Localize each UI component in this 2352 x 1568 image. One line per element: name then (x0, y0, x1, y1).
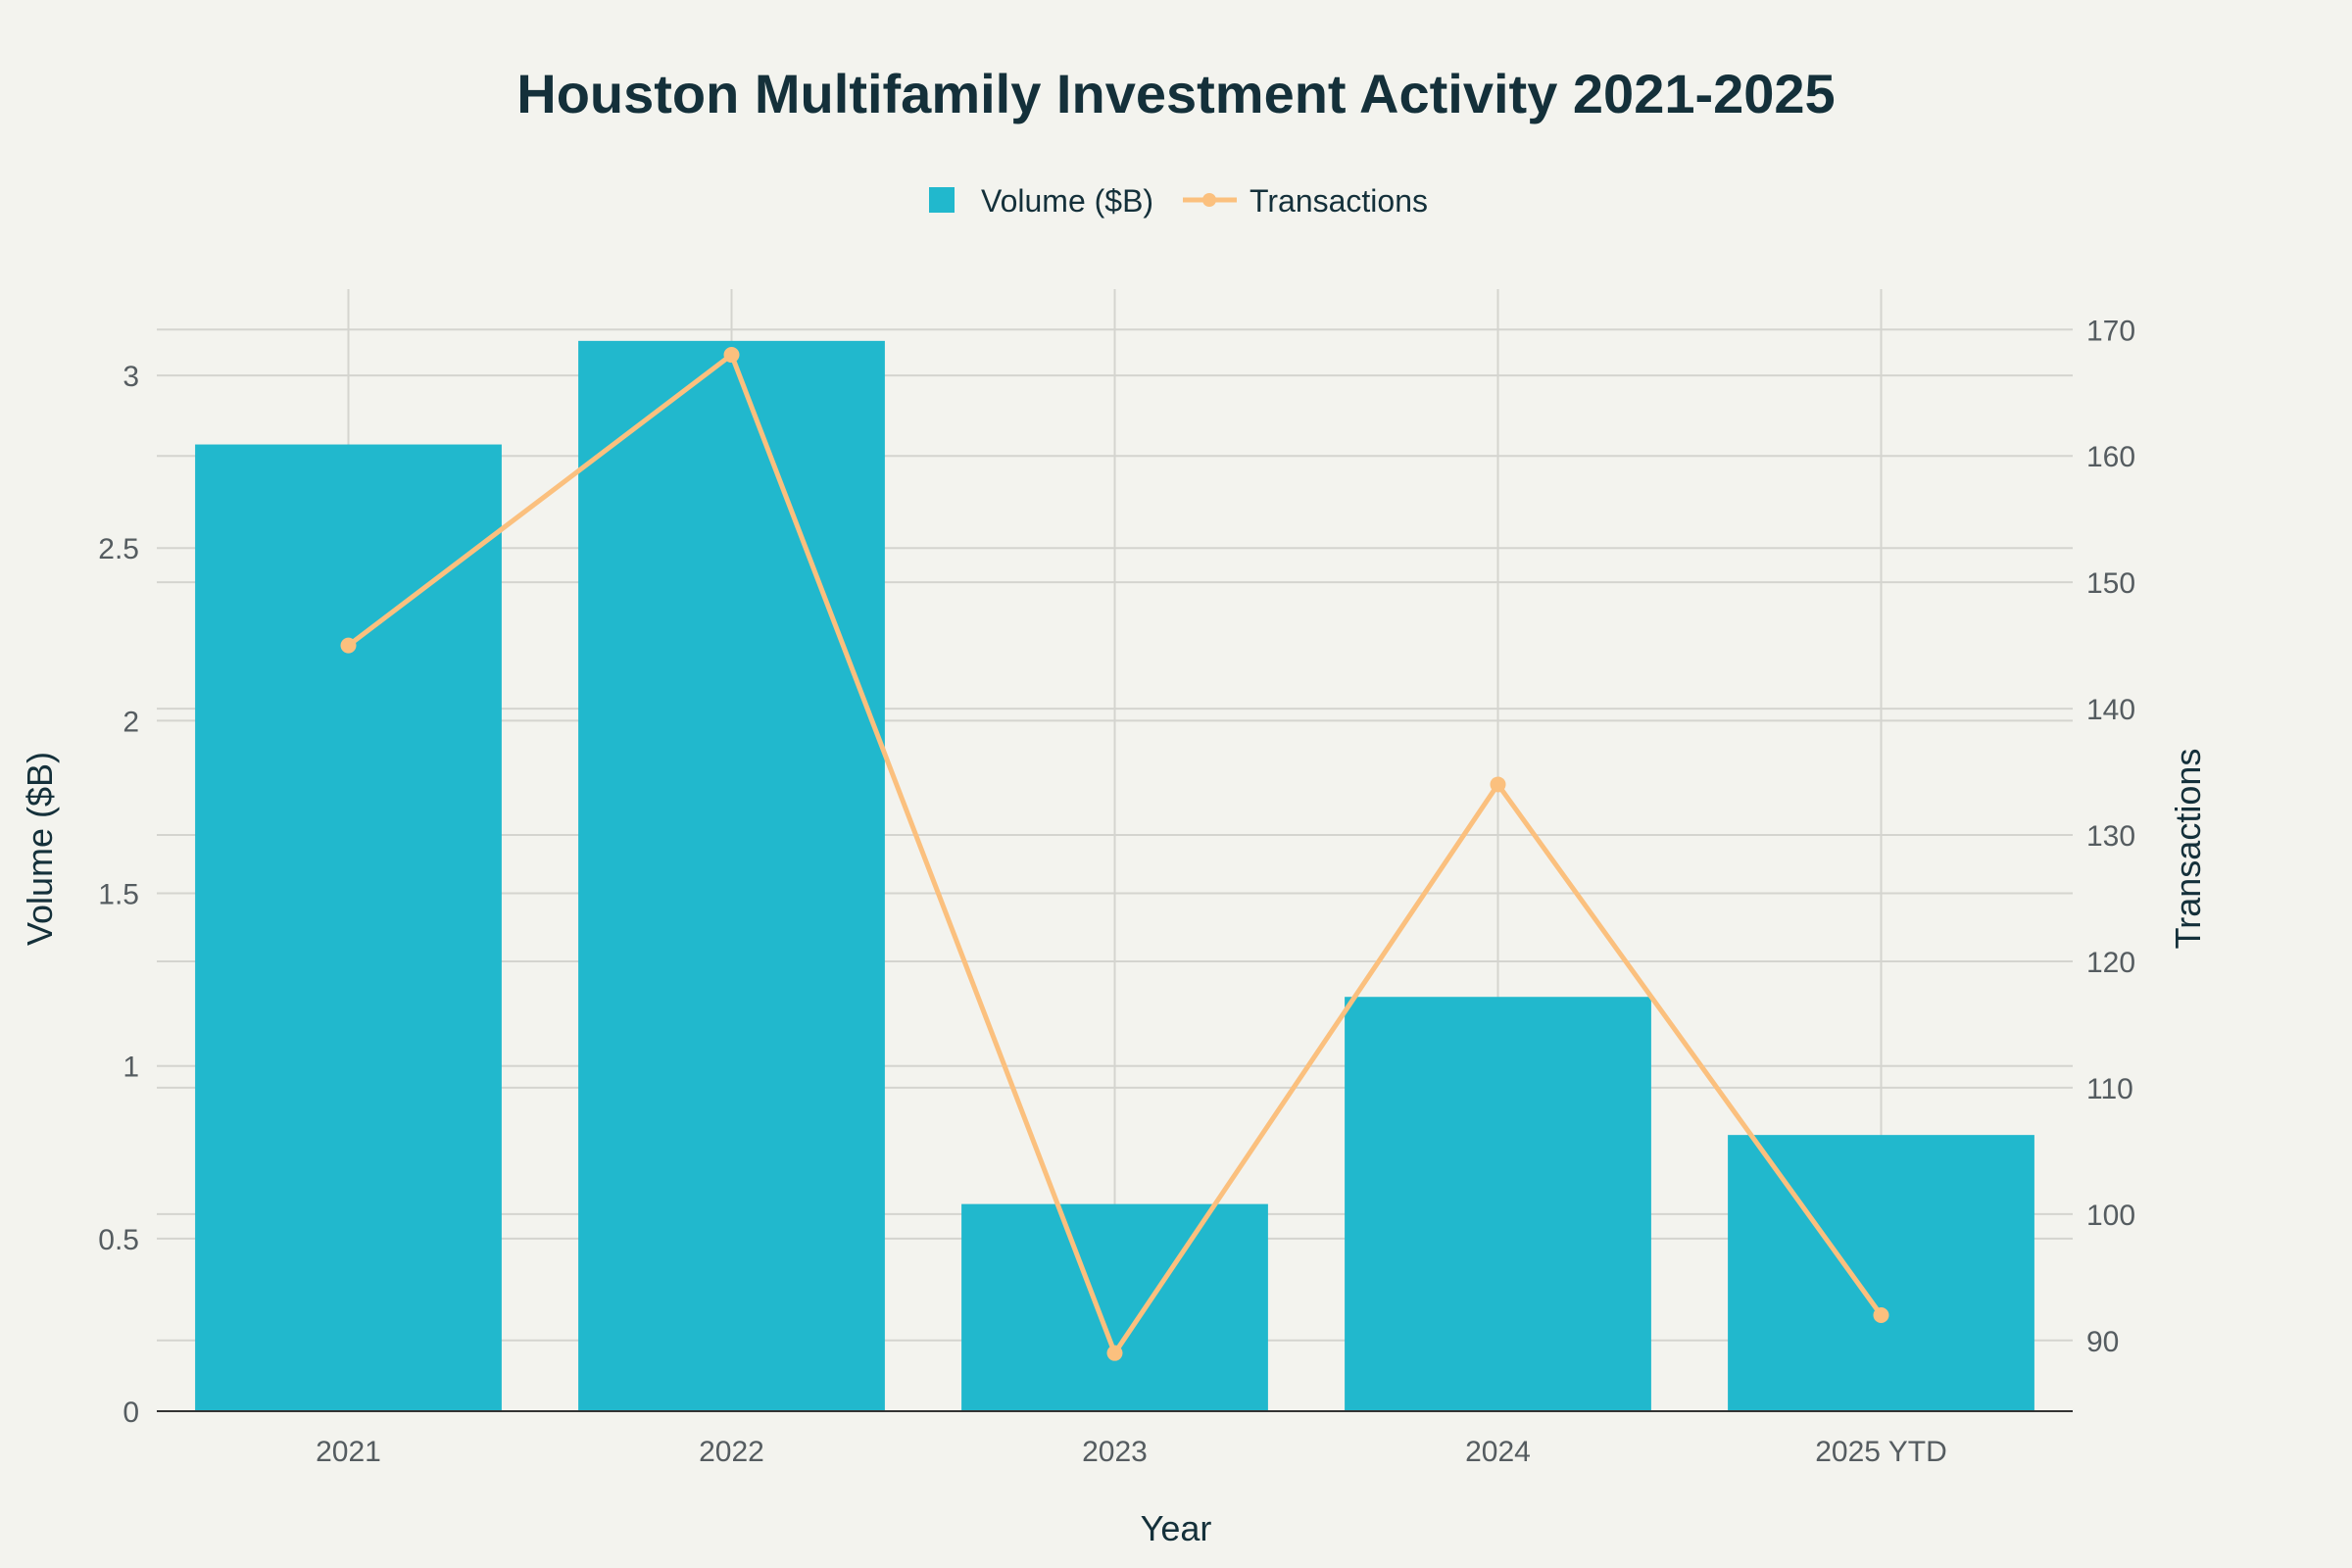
y-tick-label: 2 (122, 706, 139, 738)
legend[interactable]: Volume ($B) Transactions (929, 183, 1428, 219)
y-axis-title: Volume ($B) (20, 752, 60, 946)
axes: 2021 2022 2023 2024 2025 YTD 0 0.5 1 1.5 2 2.5 3 90 1… (98, 315, 2135, 1468)
x-tick-label: 2023 (1082, 1436, 1148, 1468)
legend-swatch-volume (929, 187, 955, 213)
y-tick-label: 2.5 (98, 533, 139, 565)
y-tick-label: 1.5 (98, 879, 139, 911)
bar (961, 1203, 1268, 1411)
y2-tick-label: 120 (2086, 947, 2135, 979)
line-series-transactions (340, 347, 1889, 1361)
y2-tick-label: 90 (2086, 1326, 2119, 1358)
y-tick-label: 3 (122, 361, 139, 393)
data-point (1490, 776, 1506, 793)
y2-tick-label: 140 (2086, 694, 2135, 726)
data-point (340, 637, 357, 654)
legend-label-transactions: Transactions (1250, 183, 1428, 219)
y2-tick-label: 160 (2086, 441, 2135, 473)
chart-title: Houston Multifamily Investment Activity … (516, 63, 1835, 124)
bar-series-volume (195, 340, 2034, 1411)
x-tick-label: 2022 (699, 1436, 764, 1468)
data-point (1106, 1345, 1123, 1361)
y2-tick-label: 100 (2086, 1200, 2135, 1232)
y-tick-label: 0.5 (98, 1224, 139, 1256)
data-point (1873, 1307, 1889, 1324)
y2-axis-title: Transactions (2168, 749, 2208, 950)
legend-label-volume: Volume ($B) (981, 183, 1153, 219)
y2-tick-label: 130 (2086, 820, 2135, 853)
data-point (723, 347, 740, 364)
y-tick-label: 1 (122, 1052, 139, 1084)
y-tick-label: 0 (122, 1396, 139, 1429)
bar (1728, 1135, 2034, 1411)
x-tick-label: 2025 YTD (1815, 1436, 1947, 1468)
x-axis-title: Year (1141, 1508, 1212, 1548)
bar (1345, 997, 1651, 1411)
legend-swatch-transactions-marker (1202, 193, 1216, 207)
x-tick-label: 2021 (316, 1436, 381, 1468)
y2-tick-label: 170 (2086, 315, 2135, 347)
x-tick-label: 2024 (1465, 1436, 1531, 1468)
y2-tick-label: 150 (2086, 567, 2135, 600)
bar (195, 444, 502, 1411)
y2-tick-label: 110 (2086, 1073, 2133, 1105)
bar (578, 340, 885, 1411)
